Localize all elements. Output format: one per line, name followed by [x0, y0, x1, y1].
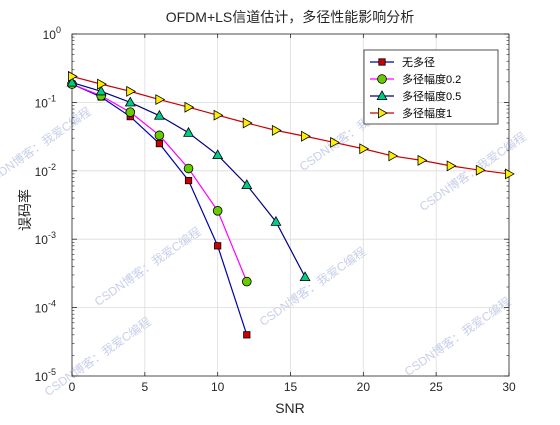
series-2 — [66, 76, 311, 282]
watermark-text: CSDN博客：我爱C编程 — [416, 129, 528, 214]
data-point — [359, 143, 370, 155]
data-point — [241, 179, 253, 190]
data-point — [330, 136, 341, 148]
watermark-text: CSDN博客：我爱C编程 — [91, 224, 203, 309]
x-axis-title: SNR — [275, 400, 305, 416]
legend-label: 多径幅度0.2 — [402, 72, 461, 86]
data-point — [271, 124, 282, 136]
data-point — [125, 107, 136, 117]
watermark-text: CSDN博客：我爱C编程 — [401, 294, 513, 379]
data-point — [155, 139, 163, 148]
data-point — [66, 76, 78, 87]
data-point — [154, 130, 165, 141]
y-tick-label: 10-2 — [35, 162, 56, 179]
legend-label: 多径幅度0.5 — [402, 89, 461, 103]
data-point — [446, 160, 457, 172]
data-point — [242, 276, 252, 287]
data-point — [68, 70, 78, 82]
data-point — [376, 90, 388, 100]
legend-label: 无多径 — [402, 55, 435, 69]
data-point — [301, 130, 311, 142]
data-point — [504, 168, 515, 180]
data-point — [155, 94, 166, 106]
data-point — [183, 126, 195, 137]
data-point — [212, 206, 223, 216]
y-tick-label: 10-3 — [35, 230, 56, 247]
data-point — [183, 163, 194, 174]
series-line — [71, 75, 510, 175]
y-tick-label: 10-1 — [35, 93, 56, 110]
data-point — [378, 58, 386, 66]
x-tick-label: 0 — [69, 380, 76, 394]
x-tick-label: 20 — [357, 380, 371, 394]
y-tick-label: 100 — [43, 25, 61, 42]
data-point — [377, 74, 387, 84]
data-point — [214, 242, 222, 250]
data-point — [184, 101, 195, 113]
data-point — [124, 96, 136, 107]
data-point — [242, 117, 253, 129]
watermark-text: CSDN博客：我爱C编程 — [41, 314, 153, 399]
data-point — [184, 176, 193, 185]
legend-label: 多径幅度1 — [402, 106, 452, 120]
data-point — [243, 331, 251, 339]
watermark-text: CSDN博客：我爱C编程 — [256, 244, 368, 329]
data-point — [270, 215, 282, 226]
chart-title: OFDM+LS信道估计，多径性能影响分析 — [166, 9, 415, 25]
data-point — [153, 109, 165, 120]
data-point — [475, 164, 486, 176]
x-tick-label: 25 — [429, 380, 443, 394]
x-tick-label: 5 — [141, 380, 148, 394]
data-point — [377, 107, 388, 119]
data-point — [213, 109, 224, 121]
x-tick-label: 30 — [502, 380, 516, 394]
data-point — [126, 85, 137, 97]
data-point — [212, 149, 224, 160]
data-point — [95, 85, 107, 96]
data-point — [417, 154, 428, 166]
data-point — [388, 150, 399, 162]
series-layer — [66, 70, 515, 339]
data-point — [299, 271, 311, 282]
series-3 — [68, 70, 515, 180]
x-tick-label: 10 — [211, 380, 225, 394]
data-point — [97, 78, 107, 90]
y-tick-label: 10-4 — [35, 299, 56, 316]
y-axis-title: 误码率 — [17, 189, 33, 231]
x-tick-label: 15 — [284, 380, 298, 394]
